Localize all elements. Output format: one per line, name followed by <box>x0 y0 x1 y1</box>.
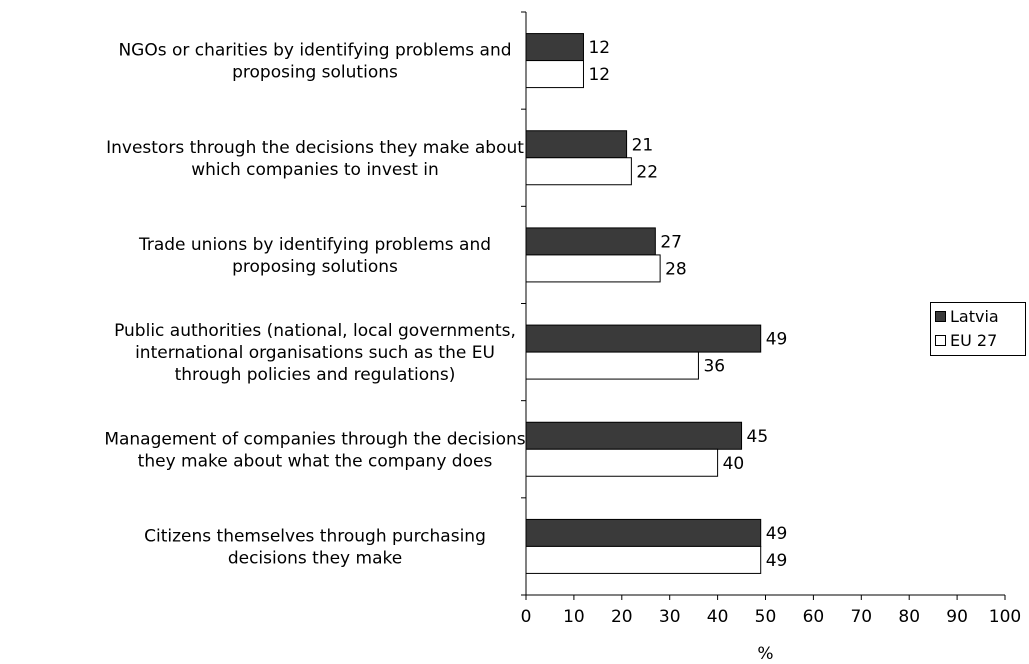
x-tick-label: 70 <box>850 607 872 627</box>
category-label: Citizens themselves through purchasing <box>144 526 486 546</box>
category-label: proposing solutions <box>232 63 398 83</box>
bar-latvia <box>525 518 762 547</box>
x-tick-label: 0 <box>521 607 532 627</box>
category-label: NGOs or charities by identifying problem… <box>118 41 511 61</box>
data-label: 22 <box>636 162 658 182</box>
x-tick-label: 10 <box>563 607 585 627</box>
bar-latvia <box>525 130 628 159</box>
data-label: 49 <box>766 524 788 544</box>
data-label: 12 <box>588 38 610 58</box>
data-label: 27 <box>660 232 682 252</box>
legend: Latvia EU 27 <box>930 302 1026 356</box>
x-tick-label: 90 <box>946 607 968 627</box>
bar-eu27 <box>525 351 699 380</box>
legend-label-eu27: EU 27 <box>950 330 998 350</box>
legend-item-eu27: EU 27 <box>935 329 1025 351</box>
bar-eu27 <box>525 448 719 477</box>
x-tick-label: 60 <box>803 607 825 627</box>
bar-eu27 <box>525 60 584 89</box>
data-label: 28 <box>665 259 687 279</box>
x-tick-label: 40 <box>707 607 729 627</box>
data-label: 49 <box>766 330 788 350</box>
category-label: Management of companies through the deci… <box>104 429 525 449</box>
category-label: international organisations such as the … <box>135 343 495 363</box>
x-tick-label: 30 <box>659 607 681 627</box>
x-tick-label: 100 <box>989 607 1021 627</box>
category-label: Trade unions by identifying problems and <box>138 235 491 255</box>
legend-swatch-eu27 <box>935 334 946 346</box>
category-label: through policies and regulations) <box>175 365 456 385</box>
bar-eu27 <box>525 157 632 186</box>
data-label: 45 <box>747 427 769 447</box>
category-label: which companies to invest in <box>191 160 439 180</box>
category-label: proposing solutions <box>232 257 398 277</box>
category-label: Investors through the decisions they mak… <box>106 138 524 158</box>
legend-label-latvia: Latvia <box>950 306 999 326</box>
bar-latvia <box>525 33 584 62</box>
bar-latvia <box>525 324 762 353</box>
category-label: decisions they make <box>228 548 402 568</box>
bar-latvia <box>525 227 656 256</box>
legend-item-latvia: Latvia <box>935 305 1025 327</box>
bar-eu27 <box>525 254 661 283</box>
x-tick-label: 80 <box>898 607 920 627</box>
category-label: they make about what the company does <box>138 451 493 471</box>
bar-eu27 <box>525 545 762 574</box>
data-label: 36 <box>703 357 725 377</box>
data-label: 40 <box>723 454 745 474</box>
x-axis-label: % <box>757 644 773 664</box>
x-tick-label: 50 <box>755 607 777 627</box>
legend-swatch-latvia <box>935 310 946 322</box>
bar-latvia <box>525 421 743 450</box>
data-label: 21 <box>632 135 654 155</box>
category-label: Public authorities (national, local gove… <box>114 321 516 341</box>
x-tick-label: 20 <box>611 607 633 627</box>
data-label: 12 <box>588 65 610 85</box>
data-label: 49 <box>766 551 788 571</box>
